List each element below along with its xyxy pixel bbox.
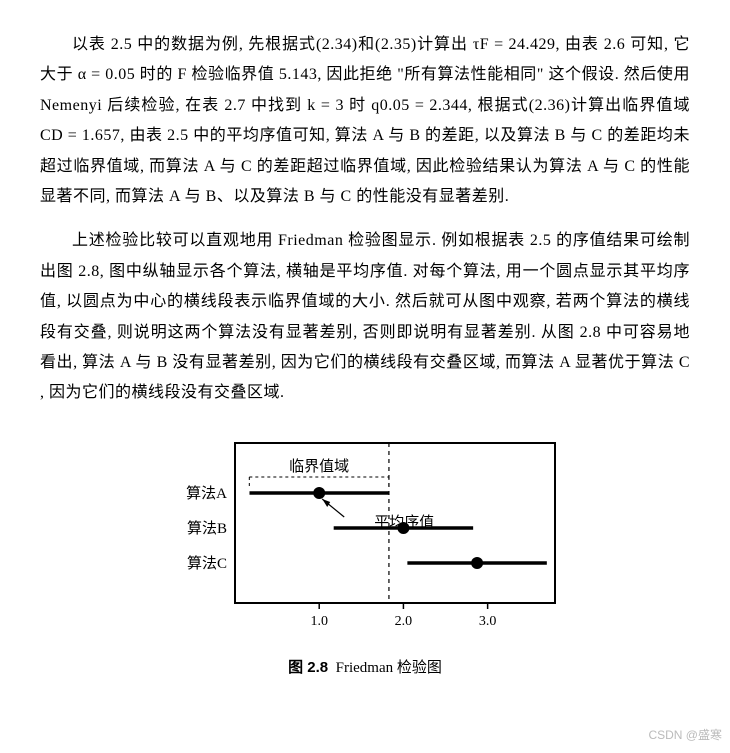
- friedman-chart: 1.0 2.0 3.0 算法A 算法B 算法C 临界值域平均序值: [165, 433, 565, 648]
- caption-prefix: 图 2.8: [288, 659, 328, 676]
- svg-text:算法B: 算法B: [187, 519, 227, 537]
- para-1: 以表 2.5 中的数据为例, 先根据式(2.34)和(2.35)计算出 τF =…: [40, 30, 690, 212]
- caption-text: Friedman 检验图: [336, 660, 442, 676]
- svg-text:算法C: 算法C: [187, 554, 227, 572]
- watermark: CSDN @盛寒: [648, 724, 722, 747]
- svg-text:3.0: 3.0: [479, 614, 497, 629]
- figure-caption: 图 2.8 Friedman 检验图: [40, 654, 690, 683]
- svg-text:平均序值: 平均序值: [374, 514, 434, 531]
- svg-text:算法A: 算法A: [186, 484, 227, 502]
- para-2: 上述检验比较可以直观地用 Friedman 检验图显示. 例如根据表 2.5 的…: [40, 226, 690, 408]
- figure-2-8: 1.0 2.0 3.0 算法A 算法B 算法C 临界值域平均序值 图 2.8 Friedma…: [40, 433, 690, 683]
- svg-text:1.0: 1.0: [310, 614, 328, 629]
- svg-text:临界值域: 临界值域: [289, 458, 349, 475]
- svg-text:2.0: 2.0: [395, 614, 413, 629]
